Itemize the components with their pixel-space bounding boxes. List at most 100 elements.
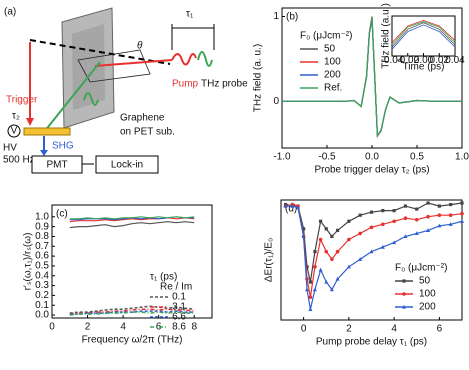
marker [426,201,430,205]
panel-label: (a) [4,7,16,18]
x-tick-label: 0.5 [410,152,424,163]
marker [318,237,323,242]
marker [369,225,374,230]
marker [330,257,334,262]
marker [380,244,385,249]
hv-label: HV [3,143,17,154]
series-line [391,21,456,46]
legend-title: F₀ (μJcm⁻²) [395,263,447,274]
legend-label: 200 [419,302,436,313]
marker [346,264,351,269]
panel-label: (d) [285,204,297,215]
marker [381,209,385,213]
y-tick-label: 0.6 [35,251,49,262]
legend-title: τ₁ (ps) [150,272,177,283]
x-tick-label: 0.0 [365,152,379,163]
marker [335,276,340,281]
marker [402,279,406,283]
legend-label: 0.1 [172,292,186,303]
marker [414,217,419,222]
series-line [391,19,456,43]
x-tick-label: 0.00 [414,55,434,66]
legend-label: 100 [324,57,341,68]
panel-label: (b) [286,12,298,23]
y-tick-label: 0.7 [35,241,49,252]
legend-label: 6.6 [172,312,186,323]
sample-label: on PET sub. [120,127,175,138]
series-line [391,22,456,48]
marker [460,219,464,223]
y-tick-label: 0.1 [35,300,49,311]
y-tick-label: 0.4 [35,270,49,281]
marker [403,204,408,208]
marker [448,222,453,226]
x-axis-label: Frequency ω/2π (THz) [82,335,183,346]
marker [335,228,340,232]
series-line [69,221,195,229]
marker [437,204,441,208]
x-tick-label: 6 [156,322,162,333]
marker [449,202,453,207]
marker [302,227,306,231]
y-axis-label: THz field (a.u.) [381,3,392,69]
pump-beam [94,59,173,67]
marker [415,207,419,211]
x-tick-label: 4 [120,322,126,333]
marker [290,203,295,208]
marker [324,279,329,284]
legend-label: 50 [324,44,336,55]
marker [437,223,442,228]
y-tick-label: 0.3 [35,280,49,291]
marker [460,201,464,205]
y-tick-label: 1.0 [35,211,49,222]
marker [313,265,317,269]
lockin-label: Lock-in [111,160,143,171]
arrow [40,150,48,156]
marker [318,219,323,223]
y-axis-label: ΔEr(τ₁)/E₀ [264,238,275,282]
x-tick-label: -0.5 [318,152,336,163]
marker [313,250,317,254]
x-tick-label: -0.04 [381,55,404,66]
x-tick-label: -1.0 [273,152,291,163]
marker [392,219,396,224]
legend-label: 3.1 [172,302,186,313]
voltage-source [7,124,21,138]
x-axis-label: Probe trigger delay τ₂ (ps) [314,165,429,176]
volt-label: V [11,126,18,137]
legend-subtitle: Re / Im [160,282,192,293]
series-line [282,16,462,137]
beam-axis [29,39,171,65]
x-tick-label: 0.04 [445,55,465,66]
probe-pulse [197,51,213,67]
marker [402,292,406,296]
y-axis-label: THz field (a. u.) [253,44,264,112]
x-axis-label: Time (ps) [403,62,445,73]
marker [308,295,313,300]
x-axis-label: Pump probe delay τ₁ (ps) [316,337,427,348]
arrow [26,118,34,126]
legend-label: 100 [419,289,436,300]
series-line [69,217,195,223]
x-tick-label: 0.02 [430,55,450,66]
panel-a: (a) τ₁ θ Pump THz probe Trigger τ₂ Graph… [3,7,248,174]
marker [460,211,464,216]
marker [308,280,313,284]
marker [324,249,329,254]
marker [330,234,334,239]
pump-label: Pump [172,79,199,90]
x-tick-label: 2 [85,322,91,333]
marker [437,213,442,217]
pump-pulse [171,53,197,66]
marker [347,237,351,242]
marker [403,234,408,239]
legend-label: 50 [419,276,431,287]
y-tick-label: 0.9 [35,221,49,232]
marker [414,231,419,236]
y-tick-label: 0.8 [35,231,49,242]
series-line [285,202,463,283]
marker [358,231,362,236]
antenna [23,127,71,136]
marker [392,209,396,213]
